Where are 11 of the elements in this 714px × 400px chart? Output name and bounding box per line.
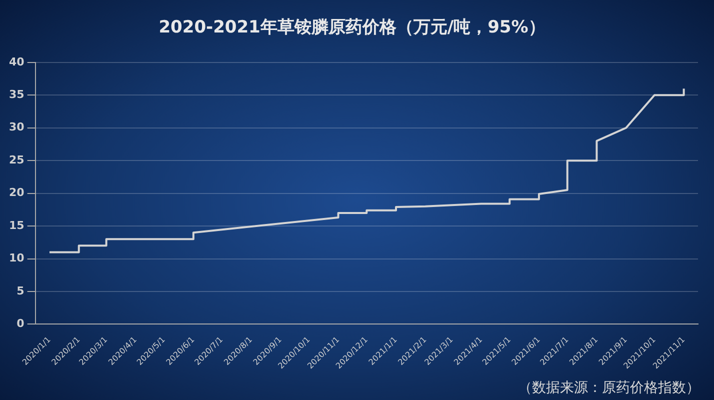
y-tick-label: 0 (16, 317, 25, 330)
y-tick-label: 30 (8, 120, 25, 134)
y-tick-label: 40 (8, 55, 25, 68)
y-tick-label: 15 (8, 218, 24, 232)
y-tick-label: 25 (8, 153, 24, 166)
chart-title: 2020-2021年草铵膦原药价格（万元/吨，95%） (158, 18, 546, 38)
y-tick-label: 5 (16, 284, 24, 298)
y-tick-label: 20 (8, 186, 25, 200)
text: （数据来源：原药价格指数） (518, 380, 700, 396)
y-tick-label: 35 (8, 88, 24, 101)
y-tick-label: 10 (8, 252, 25, 265)
